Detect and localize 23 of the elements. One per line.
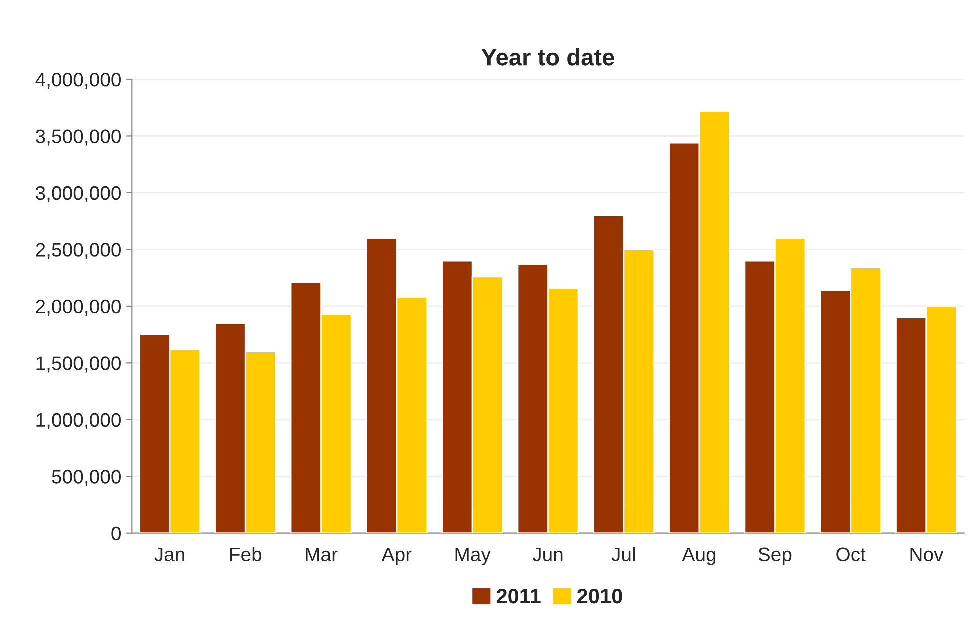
y-tick-label: 1,500,000 [36, 356, 121, 373]
legend-label: 2011 [496, 588, 541, 604]
x-tick-label: May [456, 548, 491, 566]
x-tick-label: Sep [758, 548, 792, 566]
y-tick-label: 3,000,000 [36, 186, 121, 202]
x-tick-label: Feb [230, 547, 262, 562]
x-tick-label: Mar [306, 548, 338, 562]
x-tick-label: Jan [154, 548, 184, 562]
y-tick-label: 0 [112, 526, 121, 541]
x-tick-label: Oct [836, 548, 866, 562]
x-tick-label: Aug [682, 548, 716, 566]
legend-label: 2010 [578, 588, 622, 604]
y-tick-label: 3,500,000 [36, 130, 121, 146]
x-tick-label: Jun [532, 548, 563, 562]
y-tick-label: 2,000,000 [36, 300, 121, 316]
y-tick-label: 500,000 [52, 470, 121, 486]
y-tick-label: 2,500,000 [36, 243, 121, 260]
x-tick-label: Nov [910, 548, 944, 562]
y-tick-label: 1,000,000 [36, 413, 121, 430]
x-tick-label: Apr [382, 548, 412, 566]
x-tick-label: Jul [612, 547, 636, 562]
chart-title: Year to date [482, 48, 614, 66]
y-tick-label: 4,000,000 [36, 72, 121, 90]
